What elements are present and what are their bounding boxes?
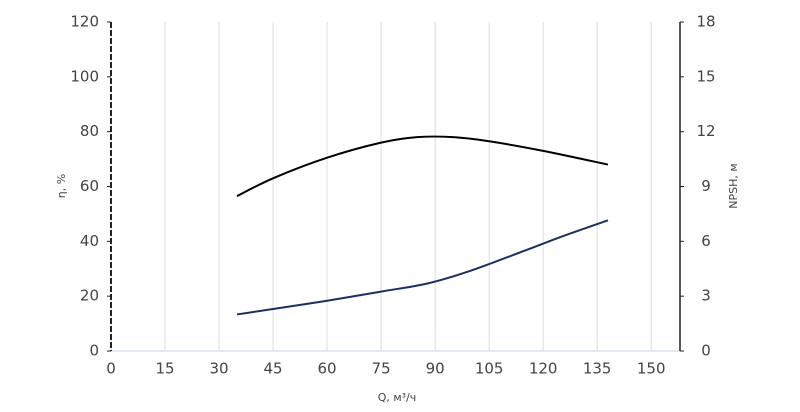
x-tick-label: 15 [155, 360, 174, 378]
x-tick-label: 45 [264, 360, 283, 378]
y2-tick-label: 18 [696, 13, 715, 31]
x-tick-label: 120 [529, 360, 558, 378]
y-tick-label: 120 [70, 13, 99, 31]
y2-tick-label: 6 [701, 232, 711, 250]
series-line [236, 219, 609, 316]
y2-axis-label: NPSH, м [727, 163, 740, 208]
x-tick-label: 75 [372, 360, 391, 378]
y2-tick-label: 9 [701, 177, 711, 195]
y-tick-label: 60 [80, 177, 99, 195]
x-tick-label: 60 [318, 360, 337, 378]
y2-tick-label: 0 [701, 342, 711, 360]
y2-tick-label: 15 [696, 67, 715, 85]
x-tick-label: 0 [106, 360, 116, 378]
x-axis-label: Q, м³/ч [378, 391, 417, 404]
y-tick-label: 40 [80, 232, 99, 250]
x-tick-label: 135 [583, 360, 612, 378]
y2-tick-label: 3 [701, 287, 711, 305]
y-tick-label: 20 [80, 287, 99, 305]
y-axis-label: η, % [55, 174, 68, 198]
y2-tick-label: 12 [696, 122, 715, 140]
series-line [236, 135, 609, 197]
x-tick-label: 150 [637, 360, 666, 378]
y-tick-label: 80 [80, 122, 99, 140]
y-tick-label: 0 [89, 342, 99, 360]
x-tick-label: 105 [475, 360, 504, 378]
x-tick-label: 30 [209, 360, 228, 378]
y-tick-label: 100 [70, 67, 99, 85]
x-tick-label: 90 [426, 360, 445, 378]
